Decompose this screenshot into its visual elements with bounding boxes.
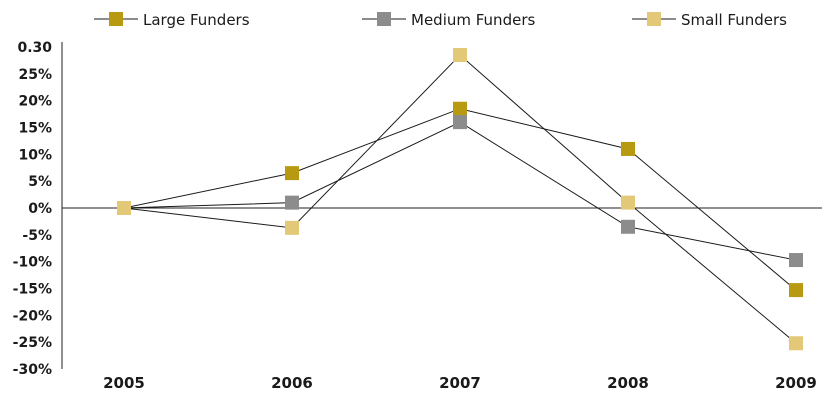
legend-label: Small Funders bbox=[681, 11, 787, 29]
y-tick-label: -25% bbox=[13, 335, 52, 351]
legend-label: Large Funders bbox=[143, 11, 250, 29]
legend-label: Medium Funders bbox=[411, 11, 535, 29]
y-tick-label: -10% bbox=[13, 255, 52, 271]
series-line bbox=[123, 121, 797, 261]
y-tick-label: -20% bbox=[13, 308, 52, 324]
y-axis-ticks: 0.30 25% 20% 15% 10% 5% 0% -5% -10% -15% -20% -25% -… bbox=[13, 40, 53, 378]
data-point-marker bbox=[789, 253, 803, 268]
data-point-marker bbox=[789, 336, 803, 351]
legend-marker bbox=[377, 12, 391, 26]
data-point-marker bbox=[453, 48, 467, 63]
x-axis-ticks: 2005 2006 2007 2008 2009 bbox=[103, 374, 817, 392]
y-tick-label: -15% bbox=[13, 282, 52, 298]
y-tick-label: -30% bbox=[13, 362, 52, 378]
legend-item: Small Funders bbox=[632, 11, 787, 29]
y-tick-label: 5% bbox=[28, 174, 52, 190]
data-point-marker bbox=[285, 166, 299, 181]
y-tick-label: 0% bbox=[28, 201, 52, 217]
data-point-marker bbox=[621, 195, 635, 210]
legend-marker bbox=[109, 12, 123, 26]
y-tick-label: -5% bbox=[22, 228, 52, 244]
data-point-marker bbox=[453, 115, 467, 130]
series-markers bbox=[117, 48, 803, 351]
x-tick-label: 2009 bbox=[775, 374, 817, 392]
data-point-marker bbox=[285, 220, 299, 235]
y-tick-label: 15% bbox=[18, 121, 52, 137]
legend-item: Large Funders bbox=[94, 11, 250, 29]
series-line bbox=[123, 108, 797, 291]
data-point-marker bbox=[453, 101, 467, 116]
data-point-marker bbox=[285, 195, 299, 210]
x-tick-label: 2006 bbox=[271, 374, 313, 392]
series-lines bbox=[123, 54, 797, 344]
data-point-marker bbox=[117, 201, 131, 215]
y-tick-label: 20% bbox=[18, 94, 52, 110]
x-tick-label: 2005 bbox=[103, 374, 145, 392]
legend-item: Medium Funders bbox=[362, 11, 535, 29]
data-point-marker bbox=[621, 141, 635, 156]
x-tick-label: 2007 bbox=[439, 374, 481, 392]
legend: Large Funders Medium Funders Small Funders bbox=[94, 11, 787, 29]
y-tick-label: 0.30 bbox=[17, 40, 52, 56]
data-point-marker bbox=[789, 283, 803, 298]
data-point-marker bbox=[621, 219, 635, 234]
x-tick-label: 2008 bbox=[607, 374, 649, 392]
legend-marker bbox=[647, 12, 661, 26]
y-tick-label: 10% bbox=[18, 147, 52, 163]
series-line bbox=[123, 54, 797, 344]
y-tick-label: 25% bbox=[18, 67, 52, 83]
